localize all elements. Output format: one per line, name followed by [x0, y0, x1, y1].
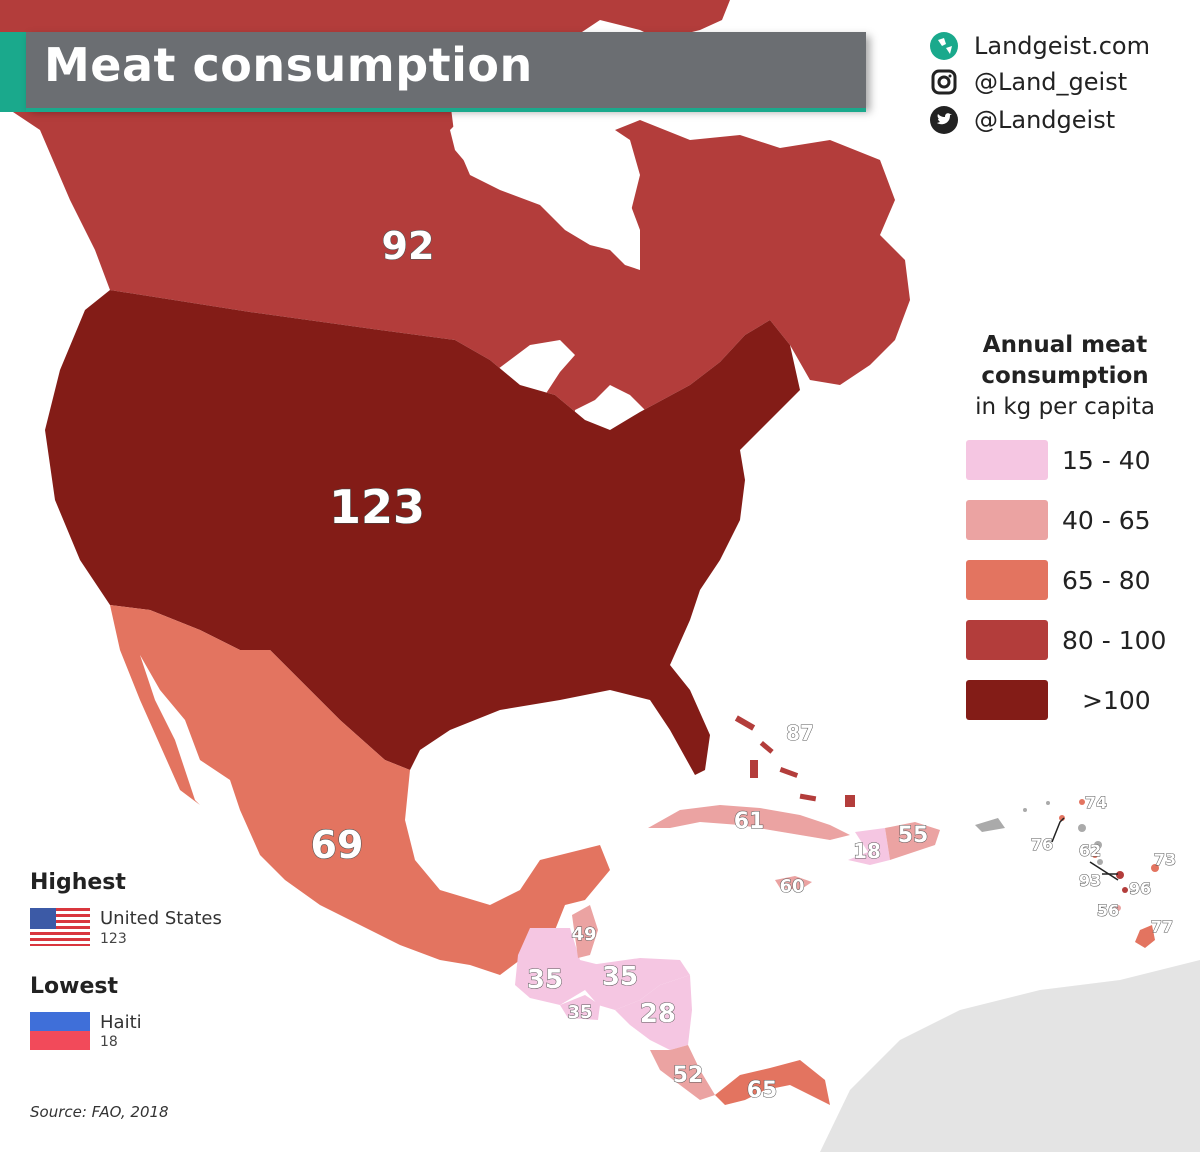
region-labels: 92 123 69 87 61 18 55 60 49 35 35 35 28 …: [310, 223, 1177, 1103]
us-flag-icon: [30, 908, 90, 946]
lowest-value: 18: [100, 1034, 118, 1050]
south-america-land: [820, 960, 1200, 1152]
leader-lines: [1051, 817, 1119, 881]
label-costa-rica: 52: [673, 1063, 704, 1088]
region-dominican-republic: [885, 822, 940, 860]
legend-label: 40 - 65: [1062, 506, 1151, 535]
page-title: Meat consumption: [44, 38, 533, 92]
legend-swatch: [966, 500, 1048, 540]
title-banner: Meat consumption: [0, 32, 866, 112]
region-bahamas: [734, 715, 855, 807]
legend-title: Annual meat consumption in kg per capita: [950, 330, 1180, 423]
legend-label: >100: [1082, 686, 1151, 715]
region-usa: [45, 290, 800, 775]
label-haiti: 18: [853, 839, 881, 863]
label-mexico: 69: [311, 823, 364, 867]
region-haiti: [848, 828, 890, 865]
legend-item: >100: [966, 680, 1186, 722]
website-link[interactable]: Landgeist.com: [930, 32, 1150, 60]
globe-icon: [930, 32, 958, 60]
label-panama: 65: [747, 1078, 778, 1103]
region-belize: [572, 905, 598, 958]
legend-label: 65 - 80: [1062, 566, 1151, 595]
label-dominica: 62: [1079, 841, 1101, 860]
legend-label: 80 - 100: [1062, 626, 1167, 655]
region-cuba: [648, 805, 850, 840]
label-honduras: 35: [602, 962, 638, 992]
region-mexico: [110, 605, 610, 975]
legend-subtitle: in kg per capita: [975, 394, 1155, 420]
legend-title-line2: consumption: [981, 363, 1149, 389]
title-background: [26, 32, 866, 108]
label-nicaragua: 28: [640, 999, 676, 1029]
label-st-lucia: 93: [1079, 871, 1101, 890]
region-costa-rica: [650, 1045, 715, 1100]
label-antigua: 74: [1085, 793, 1107, 812]
haiti-flag-icon: [30, 1012, 90, 1050]
lowest-heading: Lowest: [30, 974, 118, 999]
title-accent-bar: [0, 32, 26, 112]
twitter-label: @Landgeist: [974, 106, 1116, 134]
region-guatemala: [515, 928, 600, 1005]
label-jamaica: 60: [779, 876, 804, 897]
instagram-label: @Land_geist: [974, 68, 1128, 96]
label-el-salvador: 35: [567, 1002, 592, 1023]
legend-item: 40 - 65: [966, 500, 1186, 542]
instagram-link[interactable]: @Land_geist: [930, 68, 1127, 96]
label-guatemala: 35: [527, 965, 563, 995]
region-puerto-rico: [975, 818, 1005, 832]
legend-item: 80 - 100: [966, 620, 1186, 662]
label-st-vincent: 96: [1129, 879, 1151, 898]
title-underline: [26, 108, 866, 112]
legend-swatch: [966, 620, 1048, 660]
label-trinidad: 77: [1151, 917, 1173, 936]
hudson-bay: [450, 100, 640, 245]
lowest-country: Haiti: [100, 1012, 142, 1033]
region-panama: [715, 1060, 830, 1105]
legend-item: 65 - 80: [966, 560, 1186, 602]
legend-title-line1: Annual meat: [982, 332, 1148, 358]
label-canada: 92: [382, 224, 435, 268]
label-cuba: 61: [734, 809, 765, 834]
legend-label: 15 - 40: [1062, 446, 1151, 475]
region-jamaica: [775, 876, 812, 890]
twitter-link[interactable]: @Landgeist: [930, 106, 1115, 134]
label-dominican-republic: 55: [898, 823, 929, 848]
label-st-kitts: 76: [1031, 835, 1053, 854]
label-barbados: 73: [1154, 850, 1176, 869]
legend-item: 15 - 40: [966, 440, 1186, 482]
highest-value: 123: [100, 931, 127, 947]
small-islands-nodata: [1023, 801, 1103, 865]
legend-swatch: [966, 440, 1048, 480]
twitter-icon: [930, 106, 958, 134]
label-belize: 49: [571, 924, 596, 945]
label-usa: 123: [329, 480, 425, 534]
website-label: Landgeist.com: [974, 32, 1150, 60]
instagram-icon: [930, 68, 958, 96]
legend-swatch: [966, 560, 1048, 600]
legend-swatch: [966, 680, 1048, 720]
region-honduras: [585, 958, 690, 1010]
region-nicaragua: [615, 975, 692, 1050]
label-bahamas: 87: [786, 721, 814, 745]
label-grenada: 56: [1097, 901, 1119, 920]
highest-country: United States: [100, 908, 222, 929]
lesser-antilles: [1059, 799, 1159, 948]
highest-heading: Highest: [30, 870, 126, 895]
region-el-salvador: [560, 995, 600, 1020]
source-note: Source: FAO, 2018: [30, 1103, 169, 1121]
